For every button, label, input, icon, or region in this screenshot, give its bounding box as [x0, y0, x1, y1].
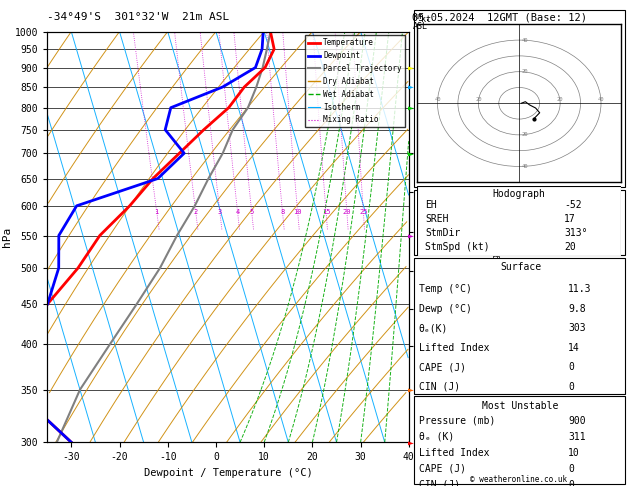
Legend: Temperature, Dewpoint, Parcel Trajectory, Dry Adiabat, Wet Adiabat, Isotherm, Mi: Temperature, Dewpoint, Parcel Trajectory… — [305, 35, 405, 127]
Text: 2: 2 — [194, 208, 198, 214]
Text: -34°49'S  301°32'W  21m ASL: -34°49'S 301°32'W 21m ASL — [47, 12, 230, 22]
Text: 20: 20 — [557, 97, 564, 102]
Text: Most Unstable: Most Unstable — [482, 401, 559, 411]
Text: Dewp (°C): Dewp (°C) — [418, 304, 471, 314]
Text: 3: 3 — [218, 208, 222, 214]
Text: ASL: ASL — [413, 22, 428, 31]
Text: 40: 40 — [521, 164, 528, 169]
Text: 10: 10 — [293, 208, 302, 214]
Text: StmSpd (kt): StmSpd (kt) — [425, 242, 490, 252]
Text: StmDir: StmDir — [425, 228, 460, 238]
Text: PW (cm): PW (cm) — [418, 236, 460, 246]
Text: CAPE (J): CAPE (J) — [418, 362, 465, 372]
Text: © weatheronline.co.uk: © weatheronline.co.uk — [470, 474, 567, 484]
Text: 0: 0 — [568, 382, 574, 392]
Text: 35: 35 — [568, 216, 580, 226]
Text: 11.3: 11.3 — [568, 284, 592, 295]
Text: Surface: Surface — [500, 262, 541, 273]
Text: 15: 15 — [322, 208, 330, 214]
Text: CAPE (J): CAPE (J) — [418, 464, 465, 474]
Bar — [414, 10, 625, 187]
Text: 17: 17 — [564, 214, 576, 224]
Text: Temp (°C): Temp (°C) — [418, 284, 471, 295]
Text: 20: 20 — [521, 132, 528, 138]
Text: 05.05.2024  12GMT (Base: 12): 05.05.2024 12GMT (Base: 12) — [412, 12, 587, 22]
Text: 900: 900 — [568, 416, 586, 426]
Text: 8: 8 — [281, 208, 284, 214]
Text: 0: 0 — [568, 464, 574, 474]
Text: km: km — [413, 12, 423, 21]
Bar — [414, 190, 625, 255]
Text: Lifted Index: Lifted Index — [418, 448, 489, 458]
Text: 311: 311 — [568, 432, 586, 442]
Text: 4: 4 — [235, 208, 240, 214]
Text: 40: 40 — [521, 37, 528, 43]
Text: 1.51: 1.51 — [568, 236, 592, 246]
Text: Lifted Index: Lifted Index — [418, 343, 489, 353]
Text: 0: 0 — [568, 480, 574, 486]
Text: EH: EH — [425, 200, 437, 210]
Text: θₑ(K): θₑ(K) — [418, 323, 448, 333]
Text: 9.8: 9.8 — [568, 304, 586, 314]
Text: 313°: 313° — [564, 228, 587, 238]
Text: ►: ► — [408, 437, 413, 447]
Text: -7: -7 — [568, 195, 580, 206]
Y-axis label: Mixing Ratio (g/kg): Mixing Ratio (g/kg) — [493, 190, 501, 284]
Text: Hodograph: Hodograph — [493, 189, 546, 199]
Text: θₑ (K): θₑ (K) — [418, 432, 454, 442]
Text: 25: 25 — [359, 208, 367, 214]
Text: Totals Totals: Totals Totals — [418, 216, 495, 226]
Text: K: K — [418, 195, 425, 206]
Text: SREH: SREH — [425, 214, 448, 224]
Y-axis label: hPa: hPa — [2, 227, 12, 247]
Text: ►: ► — [408, 385, 413, 395]
Text: 10: 10 — [568, 448, 580, 458]
Text: -52: -52 — [564, 200, 582, 210]
X-axis label: Dewpoint / Temperature (°C): Dewpoint / Temperature (°C) — [143, 468, 313, 478]
Text: ►: ► — [408, 230, 413, 241]
Text: 20: 20 — [343, 208, 351, 214]
Text: kt: kt — [421, 15, 431, 24]
Text: CIN (J): CIN (J) — [418, 480, 460, 486]
Bar — [414, 258, 625, 394]
Text: 5: 5 — [250, 208, 253, 214]
Text: ►: ► — [408, 63, 413, 72]
Text: 303: 303 — [568, 323, 586, 333]
Text: 0: 0 — [568, 362, 574, 372]
Text: 14: 14 — [568, 343, 580, 353]
Text: 20: 20 — [521, 69, 528, 74]
Text: 20: 20 — [564, 242, 576, 252]
Text: LCL: LCL — [409, 27, 429, 36]
Bar — [414, 396, 625, 484]
Text: CIN (J): CIN (J) — [418, 382, 460, 392]
Text: 40: 40 — [598, 97, 604, 102]
Text: Pressure (mb): Pressure (mb) — [418, 416, 495, 426]
Text: 40: 40 — [434, 97, 441, 102]
Text: 20: 20 — [475, 97, 482, 102]
Text: ►: ► — [408, 82, 413, 92]
Text: ►: ► — [408, 148, 413, 158]
Text: ►: ► — [408, 103, 413, 113]
Text: 1: 1 — [155, 208, 159, 214]
